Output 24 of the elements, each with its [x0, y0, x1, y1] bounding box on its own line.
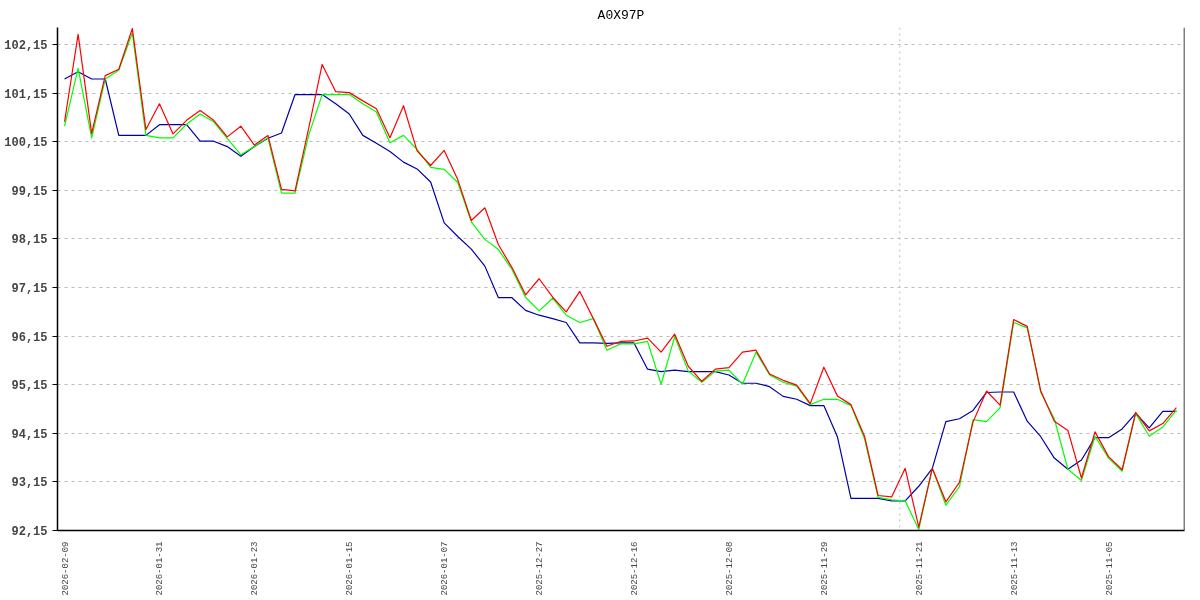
- y-tick-label: 101,15: [4, 87, 48, 102]
- y-tick-label: 95,15: [11, 379, 48, 394]
- x-tick-label: 2025-12-16: [630, 541, 641, 596]
- x-tick-label: 2025-11-05: [1104, 541, 1115, 596]
- y-tick-label: 92,15: [11, 525, 48, 539]
- y-tick-label: 98,15: [11, 233, 48, 248]
- x-tick-label: 2025-12-08: [724, 541, 735, 596]
- x-tick-label: 2026-01-07: [440, 541, 451, 596]
- y-tick-label: 93,15: [11, 476, 48, 491]
- x-tick-label: 2026-01-23: [250, 541, 261, 596]
- y-tick-label: 94,15: [11, 427, 48, 442]
- y-tick-label: 96,15: [11, 330, 48, 345]
- y-tick-label: 99,15: [11, 184, 48, 199]
- x-tick-label: 2026-01-15: [345, 541, 356, 596]
- x-tick-label: 2026-02-09: [60, 541, 71, 596]
- x-tick-label: 2025-11-29: [819, 541, 830, 596]
- y-tick-label: 97,15: [11, 282, 48, 296]
- x-tick-label: 2025-11-13: [1009, 541, 1020, 596]
- chart-title: A0X97P: [597, 7, 645, 23]
- x-tick-label: 2025-12-27: [535, 541, 546, 596]
- x-tick-label: 2025-11-21: [914, 541, 925, 596]
- y-tick-label: 100,15: [4, 136, 48, 151]
- y-tick-label: 102,15: [4, 39, 48, 54]
- x-tick-label: 2026-01-31: [155, 541, 166, 596]
